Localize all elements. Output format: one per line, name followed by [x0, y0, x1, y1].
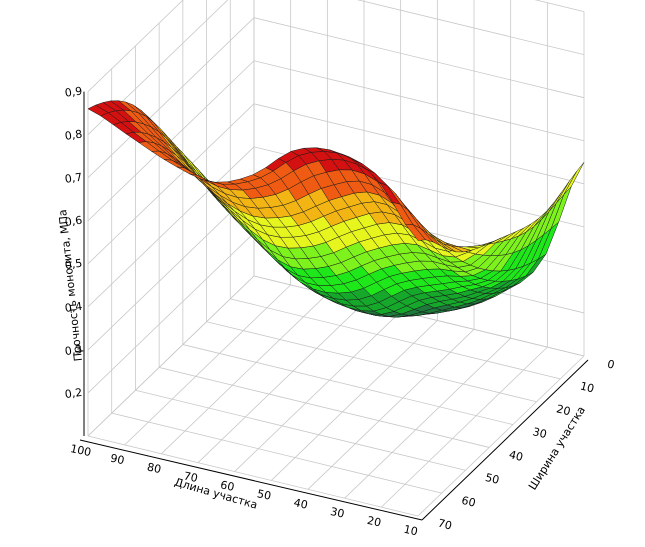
grid-line [307, 329, 475, 490]
x-tick-label: 60 [219, 478, 235, 494]
z-tick-label: 0,6 [64, 214, 83, 229]
grid-line [417, 355, 585, 517]
surface-layer [87, 100, 585, 318]
x-tick-label: 10 [403, 523, 419, 539]
y-tick-label: 50 [484, 471, 501, 487]
grid-line [381, 346, 548, 508]
grid-line [87, 0, 184, 92]
x-tick-label: 100 [69, 442, 92, 459]
y-axis-label: Ширина участка [526, 404, 588, 492]
surface-patch [404, 223, 426, 241]
y-tick-label: 10 [579, 379, 596, 395]
x-axis-line [79, 439, 423, 521]
grid-line [234, 311, 401, 472]
grid-line [87, 17, 255, 178]
grid-line [87, 435, 419, 517]
z-tick-label: 0,9 [64, 84, 83, 99]
y-tick-label: 40 [508, 448, 525, 464]
grid-line [87, 232, 255, 394]
grid-line [135, 389, 466, 471]
grid-line [230, 298, 561, 380]
axis-layer: 1009080706050403020100102030405060700,20… [64, 84, 616, 538]
grid-line [344, 337, 511, 499]
x-axis-label: Длина участка [173, 476, 259, 512]
z-tick-label: 0,5 [64, 257, 83, 272]
grid-line [111, 412, 442, 494]
z-tick-label: 0,7 [64, 171, 83, 186]
y-tick-label: 60 [460, 494, 477, 510]
z-tick-label: 0,8 [64, 128, 83, 143]
z-tick-label: 0,2 [64, 386, 83, 401]
x-tick-label: 90 [109, 452, 125, 468]
z-tick-label: 0,3 [64, 343, 83, 358]
grid-line [271, 320, 438, 481]
grid-line [253, 17, 585, 99]
grid-line [197, 302, 365, 463]
z-axis-label: Прочность монолита, МПа [56, 209, 85, 362]
y-axis-line [421, 359, 589, 521]
grid-line [87, 275, 255, 437]
grid-line [87, 189, 255, 351]
grid-line [87, 103, 255, 265]
surface-patch [563, 162, 585, 195]
z-tick-label: 0,4 [64, 300, 83, 315]
x-tick-label: 50 [256, 487, 272, 503]
grid-line [253, 103, 585, 185]
x-tick-label: 30 [329, 505, 345, 521]
y-tick-label: 70 [436, 517, 453, 533]
grid-line [159, 367, 490, 448]
y-tick-label: 0 [606, 357, 616, 371]
grid-line [534, 0, 585, 12]
x-tick-label: 70 [183, 469, 199, 485]
grid-line [253, 275, 585, 357]
x-tick-label: 40 [293, 496, 309, 512]
y-tick-label: 20 [555, 402, 572, 418]
x-tick-label: 20 [366, 514, 382, 530]
grid-line [182, 344, 513, 425]
grid-line [253, 60, 585, 142]
x-tick-label: 80 [146, 461, 162, 477]
grid-line [124, 284, 291, 446]
grid-line [87, 146, 255, 308]
y-tick-label: 30 [531, 425, 548, 441]
grid-line [356, 0, 585, 56]
grid-layer [87, 0, 585, 517]
grid-line [161, 293, 328, 455]
grid-line [206, 321, 537, 403]
